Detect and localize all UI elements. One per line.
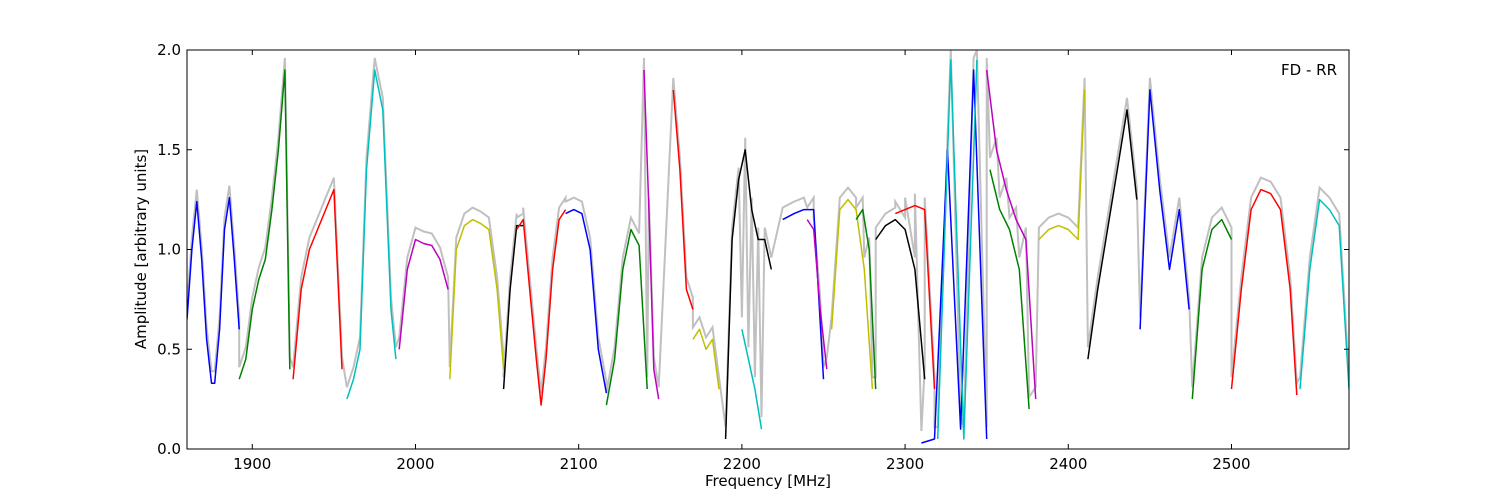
x-tick-label: 2200 <box>723 455 761 473</box>
series-line-3 <box>292 188 343 380</box>
series-line-26 <box>1038 89 1086 241</box>
series-line-19 <box>855 208 877 390</box>
plot-frame <box>186 49 1350 450</box>
series-line-4 <box>346 69 397 400</box>
series-line-24 <box>985 69 1037 400</box>
y-axis-label: Amplitude [arbitrary units] <box>132 149 150 349</box>
series-line-15 <box>741 329 763 430</box>
series-line-27 <box>1087 109 1138 360</box>
series-layer <box>187 50 1349 444</box>
series-line-2 <box>238 69 291 380</box>
chart-annotation: FD - RR <box>1281 61 1337 79</box>
y-tick-label: 1.0 <box>157 241 181 259</box>
x-axis-label: Frequency [MHz] <box>705 472 831 490</box>
x-tick-label: 2000 <box>396 455 434 473</box>
series-line-29 <box>1191 218 1233 400</box>
x-tick-label: 1900 <box>233 455 271 473</box>
x-axis-ticks: 1900 2000 2100 2200 2300 2400 2500 <box>233 50 1251 473</box>
series-line-10 <box>605 228 648 406</box>
series-line-20 <box>875 218 926 380</box>
y-axis-ticks: 0.0 0.5 1.0 1.5 2.0 <box>157 41 1349 458</box>
series-line-21 <box>895 204 936 390</box>
x-tick-label: 2300 <box>886 455 924 473</box>
series-line-17 <box>806 219 828 370</box>
series-line-28 <box>1139 89 1190 330</box>
series-line-30 <box>1230 188 1298 396</box>
series-line-12 <box>672 89 694 310</box>
series-line-8 <box>516 209 567 406</box>
series-line-31 <box>1299 198 1349 390</box>
y-tick-label: 1.5 <box>157 141 181 159</box>
series-line-16 <box>782 208 825 380</box>
series-line-5 <box>398 238 449 350</box>
series-line-1 <box>187 196 240 384</box>
series-line-23 <box>936 59 978 440</box>
series-line-14 <box>724 149 773 440</box>
series-line-11 <box>643 69 660 400</box>
series-line-6 <box>449 218 505 380</box>
y-tick-label: 0.5 <box>157 340 181 358</box>
series-line-18 <box>830 198 874 390</box>
series-line-22 <box>921 69 988 444</box>
y-tick-label: 2.0 <box>157 41 181 59</box>
x-tick-label: 2500 <box>1212 455 1250 473</box>
series-line-9 <box>565 208 608 394</box>
x-tick-label: 2400 <box>1049 455 1087 473</box>
y-tick-label: 0.0 <box>157 440 181 458</box>
x-tick-label: 2100 <box>560 455 598 473</box>
series-line-13 <box>692 328 720 390</box>
series-line-25 <box>989 169 1030 410</box>
